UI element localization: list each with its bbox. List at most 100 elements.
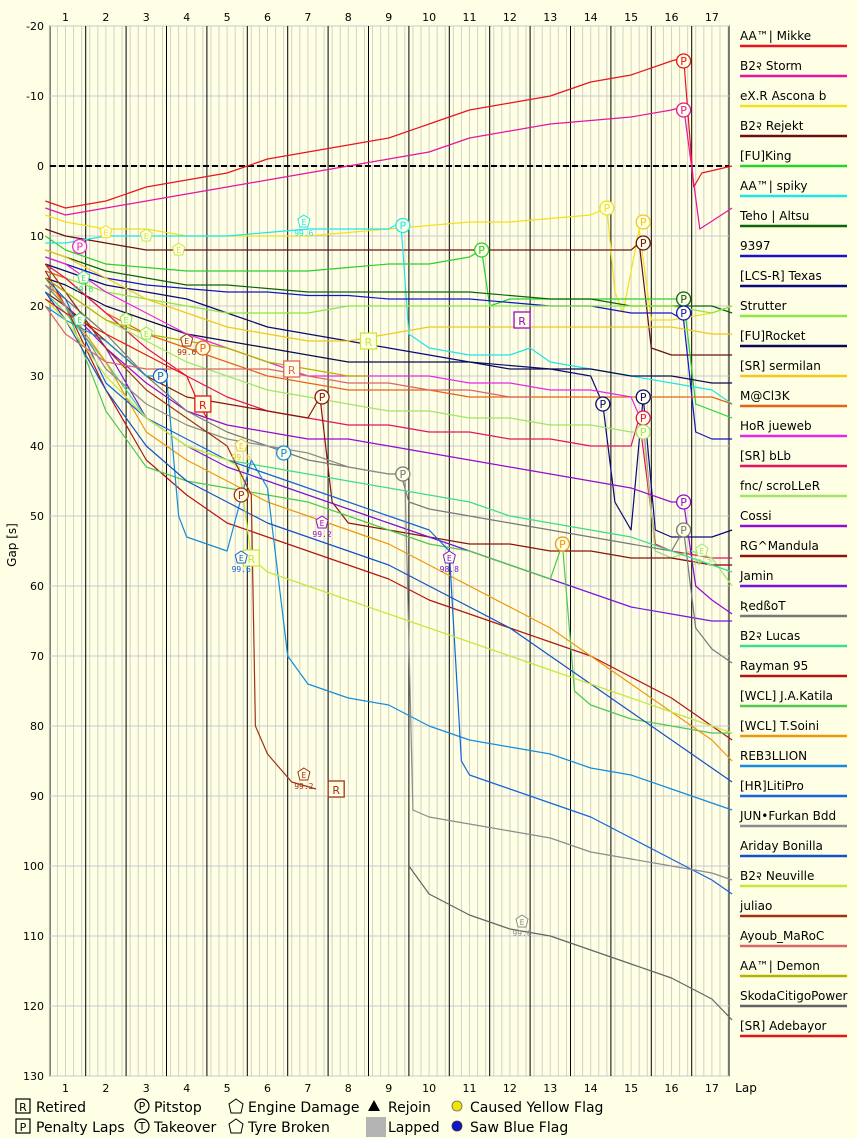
driver-name: eX.R Ascona b — [740, 89, 826, 103]
damage-note: 99.6 — [177, 348, 196, 357]
legend-item: Caused Yellow Flag — [451, 1100, 603, 1116]
pitstop-icon — [314, 389, 330, 405]
legend-circle-icon — [134, 1098, 150, 1114]
event-marker: P — [195, 340, 211, 356]
retired-symbol: R — [288, 364, 296, 377]
y-tick-label: 50 — [30, 510, 44, 523]
blue-flag-icon — [451, 1120, 463, 1132]
pitstop-symbol: P — [478, 244, 485, 257]
series-line — [45, 277, 733, 384]
event-marker: P — [473, 242, 490, 258]
x-tick-label-bottom: 3 — [143, 1082, 150, 1095]
legend-item: Engine Damage — [228, 1098, 360, 1116]
event-marker: P — [71, 238, 88, 255]
event-marker: R — [513, 311, 531, 329]
engine-damage-symbol: E — [447, 554, 452, 563]
pitstop-symbol: P — [680, 524, 687, 537]
event-marker: P — [635, 389, 651, 405]
legend-label: Engine Damage — [248, 1100, 360, 1116]
legend-label: Penalty Laps — [36, 1120, 125, 1136]
event-marker: P — [395, 217, 411, 234]
driver-name: [SR] bLb — [740, 449, 791, 463]
event-marker: E — [99, 224, 113, 238]
engine-damage-symbol: E — [320, 519, 325, 528]
series-line — [44, 291, 733, 783]
event-marker: R — [327, 780, 345, 798]
engine-damage-icon — [99, 224, 113, 238]
legend-item: T Takeover — [134, 1118, 216, 1136]
engine-damage-icon — [139, 228, 153, 242]
engine-damage-icon — [442, 550, 456, 564]
event-marker: E 99.6 — [74, 270, 93, 294]
driver-name: [FU]Rocket — [740, 329, 806, 343]
x-tick-label-bottom: 12 — [503, 1082, 517, 1095]
pitstop-icon — [599, 200, 615, 216]
event-marker: P — [635, 235, 651, 251]
pitstop-icon — [635, 214, 651, 230]
engine-damage-icon — [234, 550, 248, 564]
pitstop-symbol: P — [238, 489, 245, 502]
y-tick-label: 0 — [37, 160, 44, 173]
x-tick-label-top: 13 — [543, 11, 557, 24]
x-tick-label-top: 7 — [304, 11, 311, 24]
pitstop-icon — [473, 242, 490, 258]
engine-damage-icon — [180, 333, 194, 347]
driver-name: RG^Mandula — [740, 539, 819, 553]
retired-symbol: R — [199, 399, 207, 412]
event-marker: P — [675, 291, 692, 307]
legend-label: Takeover — [153, 1120, 216, 1136]
driver-name: fnc/ scroLLeR — [740, 479, 820, 493]
x-tick-label-bottom: 2 — [102, 1082, 109, 1095]
plot-frame — [49, 25, 730, 1077]
legend-item: Saw Blue Flag — [451, 1120, 568, 1136]
event-marker: E 99.2 — [294, 767, 314, 791]
series-line — [45, 105, 733, 230]
driver-name: [WCL] T.Soini — [740, 719, 819, 733]
engine-damage-icon — [515, 914, 529, 928]
engine-damage-symbol: E — [239, 554, 244, 563]
engine-damage-symbol: E — [124, 316, 129, 325]
engine-damage-icon — [315, 515, 329, 529]
engine-damage-icon — [139, 326, 153, 340]
x-tick-label-top: 12 — [503, 11, 517, 24]
legend-label: Tyre Broken — [247, 1120, 330, 1136]
x-tick-label-top: 14 — [584, 11, 598, 24]
legend-symbol: P — [20, 1121, 27, 1134]
y-tick-label: 70 — [30, 650, 44, 663]
driver-name: HoR jueweb — [740, 419, 812, 433]
legend-symbol: R — [19, 1101, 27, 1114]
event-marker: P — [675, 305, 692, 321]
pitstop-symbol: P — [640, 391, 647, 404]
pitstop-icon — [233, 487, 249, 503]
retired-icon — [359, 332, 378, 350]
legend-label: Retired — [36, 1100, 86, 1116]
engine-damage-icon — [297, 767, 311, 781]
driver-name: B2२ Rejekt — [740, 119, 804, 133]
event-marker: E 99.6 — [232, 438, 251, 462]
series-line — [408, 865, 733, 1021]
legend-symbol: T — [138, 1120, 146, 1133]
y-tick-label: -20 — [26, 20, 44, 33]
x-tick-label-top: 11 — [463, 11, 477, 24]
driver-name: [SR] Adebayor — [740, 1019, 827, 1033]
engine-damage-icon — [228, 1098, 244, 1114]
engine-damage-icon — [172, 242, 186, 256]
pitstop-icon — [635, 235, 651, 251]
y-tick-label: 20 — [30, 300, 44, 313]
y-tick-label: -10 — [26, 90, 44, 103]
pitstop-symbol: P — [200, 342, 207, 355]
engine-damage-icon — [73, 312, 87, 326]
driver-name: AA™| Demon — [740, 959, 820, 973]
event-marker: P — [675, 53, 692, 69]
x-tick-label-bottom: 6 — [264, 1082, 271, 1095]
series-line — [44, 270, 733, 741]
x-tick-label-top: 2 — [102, 11, 109, 24]
x-tick-label-bottom: 1 — [62, 1082, 69, 1095]
driver-name: 9397 — [740, 239, 771, 253]
event-marker: E 99.2 — [312, 515, 332, 539]
pitstop-icon — [595, 396, 611, 412]
legend-label: Pitstop — [154, 1100, 202, 1116]
driver-name: B2२ Neuville — [740, 869, 814, 883]
x-tick-label-top: 9 — [385, 11, 392, 24]
event-marker: E 99.6 — [232, 550, 251, 574]
